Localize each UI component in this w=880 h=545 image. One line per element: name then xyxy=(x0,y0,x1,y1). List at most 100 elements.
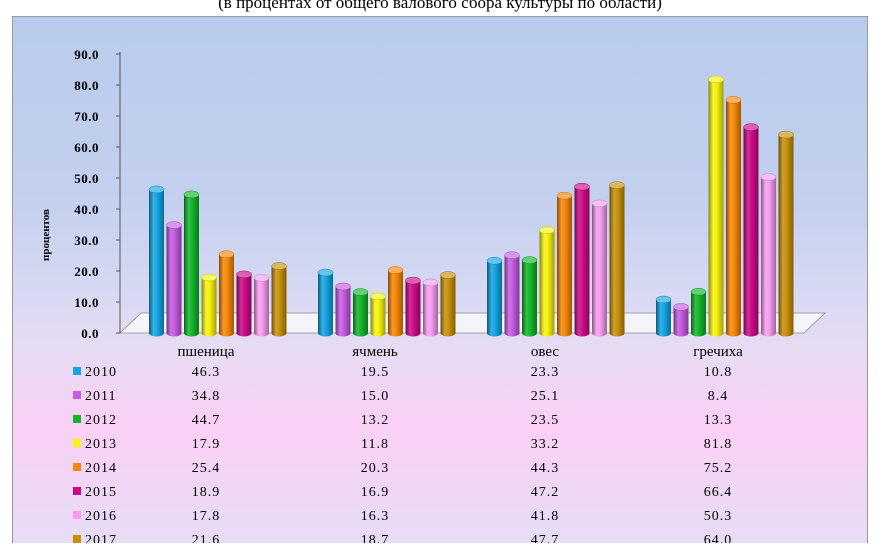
bar-top xyxy=(236,270,252,279)
bar-2014-овес xyxy=(556,191,573,337)
bar-body xyxy=(574,186,590,337)
legend-swatch xyxy=(73,535,81,543)
chart-frame: 0.0 10.0 20.0 30.0 40.0 50.0 60.0 70.0 80.0 90.0 … xyxy=(12,16,868,543)
legend-swatch xyxy=(73,415,81,423)
table-cell: 44.7 xyxy=(192,413,221,428)
bar-body xyxy=(370,296,386,337)
table-cell: 34.8 xyxy=(192,389,221,404)
table-cell: 46.3 xyxy=(192,365,221,380)
legend-label: 2011 xyxy=(85,389,116,404)
bar-body xyxy=(405,280,421,337)
bar-body xyxy=(335,286,351,337)
table-cell: 11.8 xyxy=(361,437,389,452)
bar-top xyxy=(271,262,287,270)
table-cell: 8.4 xyxy=(708,389,729,404)
bar-chart: 0.010.020.030.040.050.060.070.080.090.0 … xyxy=(40,47,826,543)
bar-body xyxy=(236,274,252,337)
bar-body xyxy=(726,99,742,337)
y-tick-label: 40.0 xyxy=(74,202,99,217)
bar-top xyxy=(556,191,573,200)
bar-top xyxy=(370,292,386,301)
bar-body xyxy=(353,292,368,337)
table-cell: 66.4 xyxy=(704,485,733,500)
bar-body xyxy=(504,255,520,337)
bar-top xyxy=(778,130,794,139)
bar-2016-овес xyxy=(591,199,608,337)
bar-2010-гречиха xyxy=(655,295,672,337)
bar-body xyxy=(487,260,502,337)
legend-swatch xyxy=(73,463,81,471)
table-cell: 13.3 xyxy=(704,413,733,428)
bar-2016-пшеница xyxy=(253,274,270,337)
bar-top xyxy=(504,251,520,259)
bar-2013-пшеница xyxy=(201,273,217,337)
bar-body xyxy=(166,225,182,337)
legend-label: 2010 xyxy=(85,365,117,380)
bar-2014-гречиха xyxy=(725,96,742,337)
y-tick-label: 70.0 xyxy=(74,109,99,124)
bar-body xyxy=(656,299,671,337)
bar-top xyxy=(743,123,759,131)
bar-body xyxy=(254,277,269,337)
bar-2017-ячмень xyxy=(440,271,456,337)
bar-2014-пшеница xyxy=(218,250,235,337)
y-axis-label: процентов xyxy=(40,209,52,261)
bar-2014-ячмень xyxy=(387,266,404,337)
bar-body xyxy=(423,282,438,337)
bar-top xyxy=(440,271,456,279)
bar-top xyxy=(690,288,707,296)
bar-body xyxy=(388,270,403,337)
table-cell: 17.8 xyxy=(192,509,221,524)
bar-body xyxy=(691,291,706,337)
bar-body xyxy=(609,185,625,337)
bar-2015-овес xyxy=(574,182,590,337)
legend-label: 2013 xyxy=(85,437,117,452)
legend-swatch xyxy=(73,367,81,375)
legend-swatch xyxy=(73,439,81,447)
bar-2013-ячмень xyxy=(370,292,386,337)
y-axis: 0.0 10.0 20.0 30.0 40.0 50.0 60.0 70.0 80.0 90.0 xyxy=(74,47,121,341)
bar-2011-ячмень xyxy=(335,282,351,337)
y-tick-label: 10.0 xyxy=(74,295,99,310)
bar-body xyxy=(592,203,607,337)
legend-label: 2015 xyxy=(85,485,117,500)
bar-2012-ячмень xyxy=(352,288,369,337)
bar-body xyxy=(708,79,724,337)
table-cell: 23.5 xyxy=(531,413,560,428)
category-label: овес xyxy=(531,344,560,360)
bar-body xyxy=(761,177,776,337)
bar-2017-пшеница xyxy=(271,262,287,337)
bar-top xyxy=(166,221,182,229)
bar-body xyxy=(318,272,333,337)
bar-top xyxy=(725,96,742,104)
table-cell: 81.8 xyxy=(704,437,733,452)
bar-2016-гречиха xyxy=(760,173,777,337)
bar-2012-гречиха xyxy=(690,288,707,337)
y-tick-label: 80.0 xyxy=(74,78,99,93)
bar-top xyxy=(673,303,689,311)
bar-top xyxy=(335,282,351,291)
table-cell: 16.3 xyxy=(361,509,390,524)
bar-top xyxy=(708,75,724,84)
chart-caption: (в процентах от общего валового сбора ку… xyxy=(218,0,662,12)
y-tick-label: 50.0 xyxy=(74,171,99,186)
bar-top xyxy=(521,256,538,264)
table-cell: 75.2 xyxy=(704,461,733,476)
bar-2017-гречиха xyxy=(778,130,794,337)
bar-2015-ячмень xyxy=(405,276,421,337)
table-cell: 47.7 xyxy=(531,533,560,543)
y-tick-label: 30.0 xyxy=(74,233,99,248)
table-cell: 18.9 xyxy=(192,485,221,500)
y-tick-label: 0.0 xyxy=(81,326,99,341)
bar-2011-гречиха xyxy=(673,303,689,337)
table-cell: 15.0 xyxy=(361,389,390,404)
table-cell: 17.9 xyxy=(192,437,221,452)
table-cell: 10.8 xyxy=(704,365,733,380)
data-table: пшеница ячмень овес гречиха 2010 46.3 19.5 23.3… xyxy=(73,344,743,543)
bar-body xyxy=(557,195,572,337)
bar-body xyxy=(673,306,689,337)
table-cell: 50.3 xyxy=(704,509,733,524)
bar-top xyxy=(422,278,439,287)
bar-2016-ячмень xyxy=(422,278,439,337)
legend-label: 2014 xyxy=(85,461,117,476)
